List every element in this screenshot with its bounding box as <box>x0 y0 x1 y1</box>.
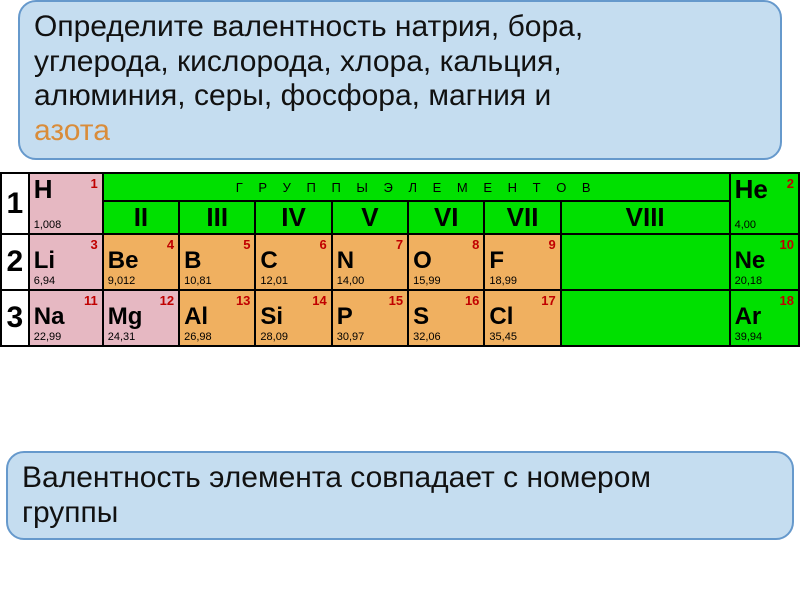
group-VI: VI <box>408 201 484 234</box>
atomic-number: 4 <box>167 237 174 252</box>
element-S: 16 S 32,06 <box>408 290 484 346</box>
atomic-mass: 18,99 <box>489 275 517 287</box>
atomic-number: 3 <box>91 237 98 252</box>
atomic-mass: 6,94 <box>34 275 55 287</box>
group-IV: IV <box>255 201 331 234</box>
group-VII: VII <box>484 201 560 234</box>
atomic-mass: 24,31 <box>108 331 136 343</box>
atomic-mass: 4,00 <box>735 219 756 231</box>
question-line2: углерода, кислорода, хлора, кальция, <box>34 45 562 78</box>
element-symbol: Mg <box>108 305 174 329</box>
element-symbol: Na <box>34 305 98 329</box>
atomic-number: 13 <box>236 293 250 308</box>
atomic-mass: 20,18 <box>735 275 763 287</box>
atomic-number: 16 <box>465 293 479 308</box>
atomic-number: 14 <box>312 293 326 308</box>
question-box: Определите валентность натрия, бора, угл… <box>18 0 782 160</box>
atomic-mass: 15,99 <box>413 275 441 287</box>
element-symbol: Li <box>34 249 98 273</box>
element-B: 5 B 10,81 <box>179 234 255 290</box>
atomic-mass: 35,45 <box>489 331 517 343</box>
element-P: 15 P 30,97 <box>332 290 408 346</box>
atomic-number: 7 <box>396 237 403 252</box>
element-symbol: P <box>337 305 403 329</box>
element-symbol: F <box>489 249 555 273</box>
element-symbol: B <box>184 249 250 273</box>
atomic-number: 1 <box>91 176 98 191</box>
element-symbol: S <box>413 305 479 329</box>
element-He: 2 He 4,00 <box>730 173 799 234</box>
element-Ne: 10 Ne 20,18 <box>730 234 799 290</box>
element-symbol: N <box>337 249 403 273</box>
atomic-mass: 30,97 <box>337 331 365 343</box>
element-Li: 3 Li 6,94 <box>29 234 103 290</box>
element-symbol: Al <box>184 305 250 329</box>
element-Ar: 18 Ar 39,94 <box>730 290 799 346</box>
element-symbol: He <box>735 176 794 202</box>
atomic-number: 2 <box>787 176 794 191</box>
element-symbol: H <box>34 176 98 202</box>
atomic-number: 18 <box>780 293 794 308</box>
atomic-mass: 10,81 <box>184 275 212 287</box>
element-symbol: C <box>260 249 326 273</box>
question-line1: Определите валентность натрия, бора, <box>34 10 583 43</box>
element-O: 8 O 15,99 <box>408 234 484 290</box>
element-symbol: Cl <box>489 305 555 329</box>
atomic-number: 11 <box>84 293 98 308</box>
periodic-table: 1 1 H 1,008 Г Р У П П Ы Э Л Е М Е Н Т О … <box>0 172 800 347</box>
footer-line2: группы <box>22 496 118 529</box>
element-F: 9 F 18,99 <box>484 234 560 290</box>
atomic-number: 10 <box>780 237 794 252</box>
atomic-mass: 26,98 <box>184 331 212 343</box>
element-symbol: O <box>413 249 479 273</box>
element-H: 1 H 1,008 <box>29 173 103 234</box>
element-N: 7 N 14,00 <box>332 234 408 290</box>
element-symbol: Ne <box>735 249 794 273</box>
question-line3: алюминия, серы, фосфора, магния и <box>34 79 551 112</box>
footer-box: Валентность элемента совпадает с номером… <box>6 451 794 540</box>
atomic-mass: 22,99 <box>34 331 62 343</box>
element-Be: 4 Be 9,012 <box>103 234 179 290</box>
atomic-number: 12 <box>160 293 174 308</box>
element-symbol: Be <box>108 249 174 273</box>
footer-line1: Валентность элемента совпадает с номером <box>22 461 651 494</box>
element-Mg: 12 Mg 24,31 <box>103 290 179 346</box>
atomic-mass: 9,012 <box>108 275 136 287</box>
atomic-mass: 14,00 <box>337 275 365 287</box>
element-Na: 11 Na 22,99 <box>29 290 103 346</box>
period-1: 1 <box>1 173 29 234</box>
element-Cl: 17 Cl 35,45 <box>484 290 560 346</box>
atomic-mass: 32,06 <box>413 331 441 343</box>
element-symbol: Si <box>260 305 326 329</box>
empty-cell <box>561 234 730 290</box>
atomic-mass: 12,01 <box>260 275 288 287</box>
element-symbol: Ar <box>735 305 794 329</box>
atomic-number: 15 <box>389 293 403 308</box>
atomic-mass: 1,008 <box>34 219 62 231</box>
element-C: 6 C 12,01 <box>255 234 331 290</box>
atomic-mass: 39,94 <box>735 331 763 343</box>
group-VIII: VIII <box>561 201 730 234</box>
atomic-mass: 28,09 <box>260 331 288 343</box>
atomic-number: 9 <box>549 237 556 252</box>
element-Al: 13 Al 26,98 <box>179 290 255 346</box>
atomic-number: 6 <box>320 237 327 252</box>
atomic-number: 8 <box>472 237 479 252</box>
question-line4: азота <box>34 114 110 147</box>
period-3: 3 <box>1 290 29 346</box>
period-2: 2 <box>1 234 29 290</box>
atomic-number: 5 <box>243 237 250 252</box>
element-Si: 14 Si 28,09 <box>255 290 331 346</box>
groups-header: Г Р У П П Ы Э Л Е М Е Н Т О В <box>103 173 730 201</box>
group-II: II <box>103 201 179 234</box>
group-III: III <box>179 201 255 234</box>
atomic-number: 17 <box>541 293 555 308</box>
empty-cell <box>561 290 730 346</box>
group-V: V <box>332 201 408 234</box>
